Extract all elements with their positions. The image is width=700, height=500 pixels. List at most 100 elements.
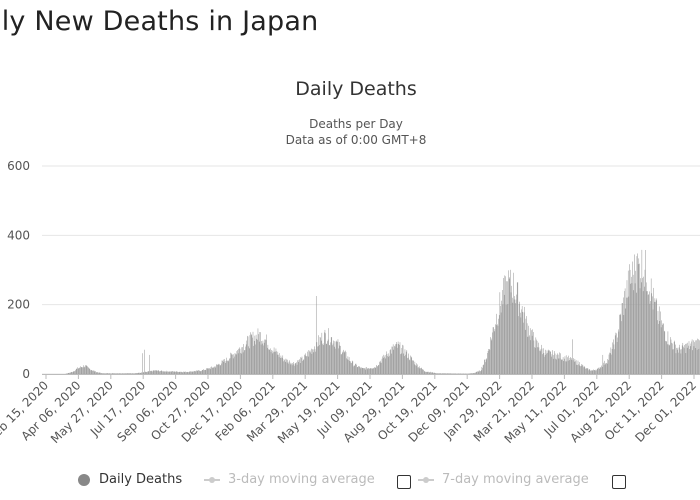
bar[interactable] [299, 363, 301, 374]
bar[interactable] [657, 320, 658, 374]
bar[interactable] [79, 367, 81, 374]
bar[interactable] [241, 347, 243, 374]
bar[interactable] [380, 360, 382, 374]
bar[interactable] [178, 372, 179, 374]
bar[interactable] [358, 366, 360, 374]
bar[interactable] [355, 363, 357, 374]
bar[interactable] [164, 371, 165, 374]
bar[interactable] [479, 370, 480, 374]
bar[interactable] [501, 300, 502, 374]
bar[interactable] [363, 368, 365, 374]
bar[interactable] [379, 361, 380, 374]
bar[interactable] [543, 353, 545, 374]
bar[interactable] [316, 342, 318, 374]
bar[interactable] [149, 354, 150, 374]
bar[interactable] [116, 373, 118, 374]
bar[interactable] [681, 345, 683, 374]
bar[interactable] [214, 366, 215, 375]
bar[interactable] [361, 367, 363, 374]
bar[interactable] [374, 367, 376, 374]
bar[interactable] [420, 368, 421, 374]
bar[interactable] [444, 373, 445, 374]
bar[interactable] [337, 339, 339, 374]
bar[interactable] [478, 370, 480, 374]
bar[interactable] [565, 355, 567, 374]
bar[interactable] [637, 264, 639, 374]
bar[interactable] [488, 349, 489, 374]
bar[interactable] [383, 358, 385, 374]
bar[interactable] [348, 357, 350, 374]
bar[interactable] [545, 349, 546, 374]
bar[interactable] [438, 373, 440, 374]
bar[interactable] [234, 356, 235, 374]
bar[interactable] [534, 347, 536, 374]
bar[interactable] [413, 364, 415, 374]
bar[interactable] [419, 368, 421, 374]
bar[interactable] [325, 344, 327, 374]
bar[interactable] [415, 365, 416, 374]
bar[interactable] [258, 334, 259, 374]
bar[interactable] [234, 353, 236, 374]
bar[interactable] [262, 343, 263, 374]
bar[interactable] [277, 351, 279, 374]
bar[interactable] [313, 352, 315, 374]
bar[interactable] [154, 370, 156, 374]
bar[interactable] [336, 340, 337, 374]
bar[interactable] [585, 368, 587, 374]
bar[interactable] [606, 362, 607, 374]
bar[interactable] [208, 368, 209, 374]
bar[interactable] [252, 337, 253, 374]
bar[interactable] [574, 361, 575, 374]
bar[interactable] [228, 361, 230, 374]
bar[interactable] [581, 364, 582, 374]
bar[interactable] [93, 370, 95, 374]
bar[interactable] [157, 370, 159, 374]
bar[interactable] [527, 336, 529, 374]
bar[interactable] [564, 358, 565, 374]
bar[interactable] [431, 372, 432, 374]
bar[interactable] [494, 329, 496, 374]
bar[interactable] [244, 349, 246, 374]
bar[interactable] [278, 357, 280, 374]
bar[interactable] [328, 328, 329, 374]
bar[interactable] [410, 355, 411, 374]
bar[interactable] [120, 373, 122, 374]
bar[interactable] [100, 372, 101, 374]
bar[interactable] [554, 353, 556, 374]
bar[interactable] [378, 364, 380, 374]
bar[interactable] [72, 371, 74, 374]
bar[interactable] [406, 350, 408, 374]
bar[interactable] [222, 359, 224, 374]
bar[interactable] [598, 367, 600, 374]
bar[interactable] [660, 327, 662, 374]
bar[interactable] [321, 332, 323, 374]
bar[interactable] [538, 347, 540, 374]
bar[interactable] [183, 371, 184, 374]
bar[interactable] [314, 349, 316, 374]
bar[interactable] [95, 371, 96, 374]
bar[interactable] [427, 371, 429, 374]
bar[interactable] [430, 371, 431, 374]
bar[interactable] [282, 355, 284, 374]
bar[interactable] [629, 269, 631, 374]
bar[interactable] [546, 350, 548, 374]
bar[interactable] [655, 302, 656, 374]
bar[interactable] [577, 360, 579, 374]
bar[interactable] [320, 337, 321, 374]
bar[interactable] [377, 366, 378, 374]
bar[interactable] [283, 359, 285, 374]
bar[interactable] [386, 351, 387, 374]
bar[interactable] [605, 364, 606, 374]
bar[interactable] [238, 348, 239, 374]
bar[interactable] [485, 362, 486, 374]
bar[interactable] [473, 373, 475, 374]
bar[interactable] [159, 371, 161, 374]
bar[interactable] [224, 361, 226, 374]
bar[interactable] [120, 373, 121, 374]
bar[interactable] [79, 367, 80, 374]
bar[interactable] [523, 312, 525, 374]
bar[interactable] [218, 363, 220, 374]
bar[interactable] [250, 332, 251, 374]
bar[interactable] [654, 298, 656, 374]
bar[interactable] [323, 345, 324, 374]
